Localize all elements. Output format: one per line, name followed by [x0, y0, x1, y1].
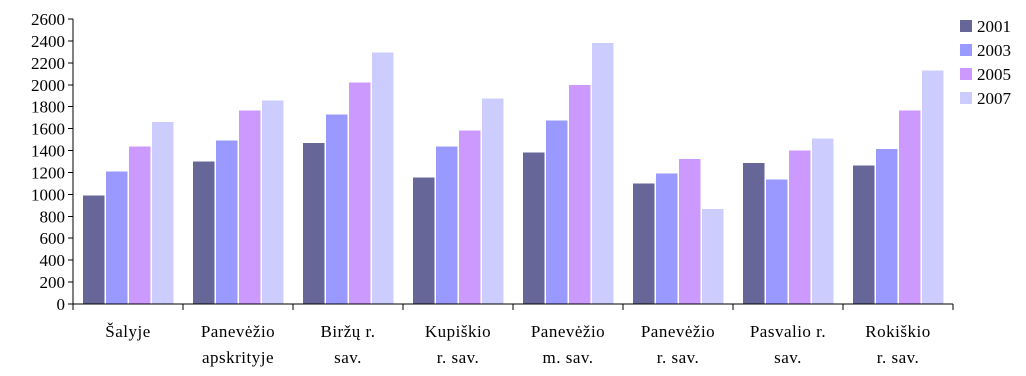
y-tick-label: 200	[40, 273, 66, 292]
bar-2005-7	[898, 110, 921, 305]
legend-label-2005: 2005	[977, 65, 1011, 84]
x-category-label: Panevėžio r. sav.	[641, 322, 715, 367]
bar-2001-0	[82, 195, 105, 304]
y-tick-label: 1200	[31, 163, 65, 182]
y-tick-label: 2200	[31, 54, 65, 73]
y-tick-label: 1400	[31, 142, 65, 161]
x-category-label: Pasvalio r. sav.	[750, 322, 826, 367]
legend: 2001 2003 2005 2007	[960, 17, 1012, 108]
bar-2007-6	[811, 138, 834, 304]
bar-2001-3	[412, 177, 435, 304]
bar-2005-4	[568, 84, 591, 305]
bar-2003-0	[105, 171, 128, 304]
bar-2007-0	[151, 122, 174, 305]
legend-swatch-2003	[960, 44, 972, 56]
y-tick-label: 2600	[31, 10, 65, 29]
x-category-label: Biržų r. sav.	[321, 322, 376, 367]
y-axis: 0 200 400 600 800 1000 1200 1400 1600 1800 2000 220…	[31, 10, 74, 314]
x-category-label: Panevėžio apskrityje	[201, 322, 275, 367]
bar-2005-5	[678, 158, 701, 304]
legend-swatch-2005	[960, 68, 972, 80]
y-tick-label: 1000	[31, 185, 65, 204]
bar-2001-7	[852, 165, 875, 304]
x-category-label: Kupiškio r. sav.	[425, 322, 491, 367]
y-tick-label: 1600	[31, 120, 65, 139]
bar-2007-3	[481, 98, 504, 304]
bar-2001-2	[302, 142, 325, 304]
bar-2005-3	[458, 130, 481, 304]
x-category-label: Rokiškio r. sav.	[865, 322, 930, 367]
bar-2007-2	[371, 52, 394, 304]
legend-swatch-2001	[960, 20, 972, 32]
y-tick-label: 2400	[31, 32, 65, 51]
bar-2007-1	[261, 100, 284, 305]
bar-2003-4	[545, 120, 568, 305]
y-tick-label: 1800	[31, 98, 65, 117]
legend-label-2001: 2001	[977, 17, 1011, 36]
legend-label-2003: 2003	[977, 41, 1011, 60]
y-tick-label: 2000	[31, 76, 65, 95]
x-category-label: Šalyje	[105, 322, 151, 341]
bar-2003-1	[215, 140, 238, 304]
legend-swatch-2007	[960, 92, 972, 104]
y-tick-label: 400	[40, 251, 66, 270]
bar-2007-5	[701, 209, 724, 304]
bar-2001-5	[632, 183, 655, 304]
bar-2005-0	[128, 146, 151, 304]
legend-label-2007: 2007	[977, 89, 1012, 108]
bar-2003-5	[655, 173, 678, 304]
x-axis: Šalyje Panevėžio apskrityje Biržų r. sav. Kup…	[72, 303, 954, 367]
bars-group	[82, 43, 944, 305]
bar-2007-4	[591, 43, 614, 304]
bar-2005-6	[788, 150, 811, 304]
bar-2001-4	[522, 152, 545, 304]
y-tick-label: 0	[57, 295, 66, 314]
x-category-label: Panevėžio m. sav.	[531, 322, 605, 367]
bar-2003-2	[325, 114, 348, 304]
bar-2005-1	[238, 110, 261, 305]
bar-2001-1	[192, 161, 215, 304]
bar-2001-6	[742, 163, 765, 304]
bar-2005-2	[348, 82, 371, 304]
bar-2007-7	[921, 70, 944, 305]
bar-2003-3	[435, 146, 458, 304]
y-tick-label: 600	[40, 229, 66, 248]
bar-2003-7	[875, 148, 898, 304]
bar-2003-6	[765, 179, 788, 304]
y-tick-label: 800	[40, 207, 66, 226]
